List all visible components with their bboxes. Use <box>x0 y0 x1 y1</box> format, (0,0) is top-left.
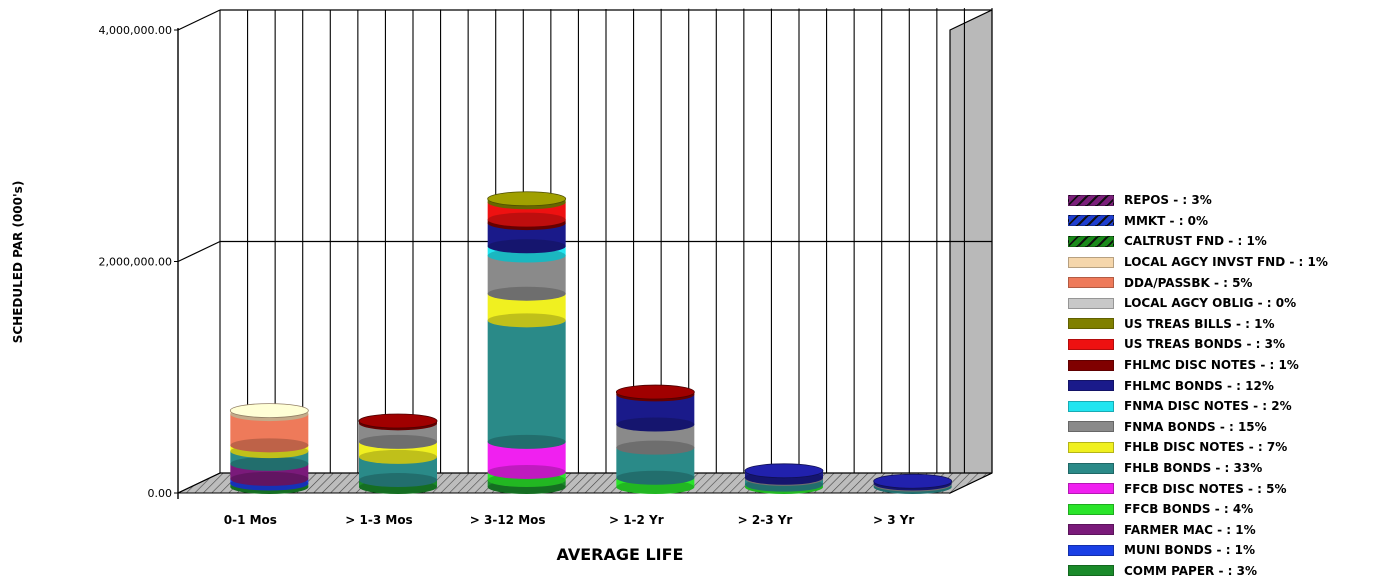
legend-item: DDA/PASSBK - : 5% <box>1068 272 1328 293</box>
legend-item: FNMA DISC NOTES - : 2% <box>1068 396 1328 417</box>
y-tick-label: 0.00 <box>148 487 173 500</box>
legend-label: FNMA DISC NOTES - : 2% <box>1124 399 1292 414</box>
legend-label: DDA/PASSBK - : 5% <box>1124 275 1253 290</box>
bar-top-cap <box>229 403 309 419</box>
legend-swatch <box>1068 256 1114 268</box>
legend-item: FHLB DISC NOTES - : 7% <box>1068 437 1328 458</box>
legend-item: FHLMC BONDS - : 12% <box>1068 375 1328 396</box>
legend-label: FFCB DISC NOTES - : 5% <box>1124 481 1287 496</box>
right-wall <box>949 9 993 494</box>
legend-item: FARMER MAC - : 1% <box>1068 520 1328 541</box>
legend-item: FHLMC DISC NOTES - : 1% <box>1068 355 1328 376</box>
legend-swatch <box>1068 194 1114 206</box>
legend-label: FHLB BONDS - : 33% <box>1124 461 1263 476</box>
bar-segment <box>487 320 566 449</box>
legend-item: LOCAL AGCY INVST FND - : 1% <box>1068 252 1328 273</box>
legend-swatch <box>1068 483 1114 495</box>
legend-label: FHLB DISC NOTES - : 7% <box>1124 440 1288 455</box>
x-axis-ticks: 0-1 Mos > 1-3 Mos > 3-12 Mos > 1-2 Yr > 2-3 … <box>224 513 915 527</box>
legend-swatch <box>1068 441 1114 453</box>
legend-item: FNMA BONDS - : 15% <box>1068 417 1328 438</box>
bar-top-cap <box>615 384 695 400</box>
legend-swatch <box>1068 297 1114 309</box>
x-tick-label: 0-1 Mos <box>224 513 277 527</box>
bar-top-cap <box>873 473 953 489</box>
x-tick-label: > 1-2 Yr <box>609 513 664 527</box>
legend-item: LOCAL AGCY OBLIG - : 0% <box>1068 293 1328 314</box>
legend-swatch <box>1068 277 1114 289</box>
legend-item: US TREAS BONDS - : 3% <box>1068 334 1328 355</box>
chart-gridlines <box>177 8 993 494</box>
legend-item: REPOS - : 3% <box>1068 190 1328 211</box>
legend-label: FARMER MAC - : 1% <box>1124 522 1256 537</box>
chart-bars <box>229 191 953 494</box>
legend-swatch <box>1068 380 1114 392</box>
legend-swatch <box>1068 421 1114 433</box>
legend-label: FFCB BONDS - : 4% <box>1124 502 1254 517</box>
x-tick-label: > 2-3 Yr <box>738 513 793 527</box>
legend-item: FFCB BONDS - : 4% <box>1068 499 1328 520</box>
legend-label: MMKT - : 0% <box>1124 213 1209 228</box>
legend-swatch <box>1068 565 1114 577</box>
y-tick-label: 2,000,000.00 <box>99 256 172 269</box>
gridline-horizontal <box>177 240 221 263</box>
legend-label: MUNI BONDS - : 1% <box>1124 543 1256 558</box>
legend-label: FNMA BONDS - : 15% <box>1124 419 1267 434</box>
gridline-horizontal <box>177 472 221 494</box>
legend-item: FFCB DISC NOTES - : 5% <box>1068 478 1328 499</box>
y-axis-title: SCHEDULED PAR (000's) <box>11 181 25 344</box>
x-axis-title: AVERAGE LIFE <box>557 545 684 564</box>
bar-top-cap <box>487 191 567 207</box>
y-tick-label: 4,000,000.00 <box>99 24 172 37</box>
legend-label: FHLMC BONDS - : 12% <box>1124 378 1274 393</box>
legend-label: COMM PAPER - : 3% <box>1124 563 1257 578</box>
legend-item: COMM PAPER - : 3% <box>1068 561 1328 581</box>
legend-label: FHLMC DISC NOTES - : 1% <box>1124 358 1299 373</box>
legend-item: MMKT - : 0% <box>1068 211 1328 232</box>
legend-swatch <box>1068 503 1114 515</box>
legend-swatch <box>1068 338 1114 350</box>
legend-swatch <box>1068 544 1114 556</box>
legend-label: REPOS - : 3% <box>1124 193 1212 208</box>
legend-swatch <box>1068 524 1114 536</box>
gridline-horizontal <box>177 9 221 31</box>
legend-label: US TREAS BILLS - : 1% <box>1124 316 1275 331</box>
legend-swatch <box>1068 235 1114 247</box>
x-tick-label: > 3-12 Mos <box>470 513 546 527</box>
legend-item: MUNI BONDS - : 1% <box>1068 540 1328 561</box>
legend-swatch <box>1068 462 1114 474</box>
bar-top-cap <box>744 463 824 479</box>
x-tick-label: > 3 Yr <box>873 513 914 527</box>
legend-item: FHLB BONDS - : 33% <box>1068 458 1328 479</box>
legend: REPOS - : 3% MMKT - : 0% CALTRUST FND - : … <box>1068 190 1328 581</box>
legend-swatch <box>1068 359 1114 371</box>
legend-item: US TREAS BILLS - : 1% <box>1068 314 1328 335</box>
legend-item: CALTRUST FND - : 1% <box>1068 231 1328 252</box>
x-tick-label: > 1-3 Mos <box>345 513 412 527</box>
legend-label: LOCAL AGCY OBLIG - : 0% <box>1124 296 1297 311</box>
y-axis-ticks: 0.00 2,000,000.00 4,000,000.00 <box>99 24 178 500</box>
legend-label: LOCAL AGCY INVST FND - : 1% <box>1124 255 1328 270</box>
legend-swatch <box>1068 215 1114 227</box>
bar-segment <box>487 255 566 301</box>
legend-label: CALTRUST FND - : 1% <box>1124 234 1267 249</box>
legend-swatch <box>1068 318 1114 330</box>
bar-top-cap <box>358 413 438 429</box>
legend-swatch <box>1068 400 1114 412</box>
legend-label: US TREAS BONDS - : 3% <box>1124 337 1285 352</box>
